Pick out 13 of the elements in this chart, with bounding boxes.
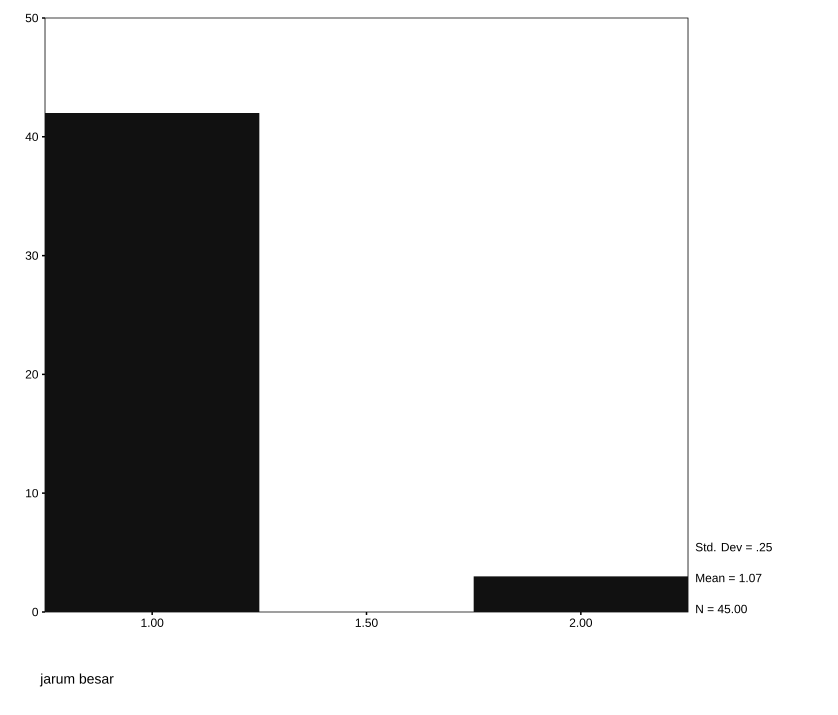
y-tick-label: 40 [25, 132, 38, 142]
x-tick-label: 1.00 [141, 618, 164, 627]
y-tick-label: 50 [26, 14, 38, 22]
x-tick-label: 2.00 [570, 618, 592, 627]
text: N = 45.00 [696, 604, 747, 614]
y-tick-label: 20 [26, 370, 38, 379]
text: Std. Dev = .25 [696, 542, 772, 552]
y-tick-label: 0 [32, 608, 38, 616]
x-tick-label: 1.50 [356, 618, 378, 627]
y-tick-label: 10 [26, 488, 38, 498]
x-axis-title: jarum besar [40, 673, 114, 686]
text: Mean = 1.07 [696, 574, 762, 582]
y-tick-label: 30 [26, 251, 38, 260]
